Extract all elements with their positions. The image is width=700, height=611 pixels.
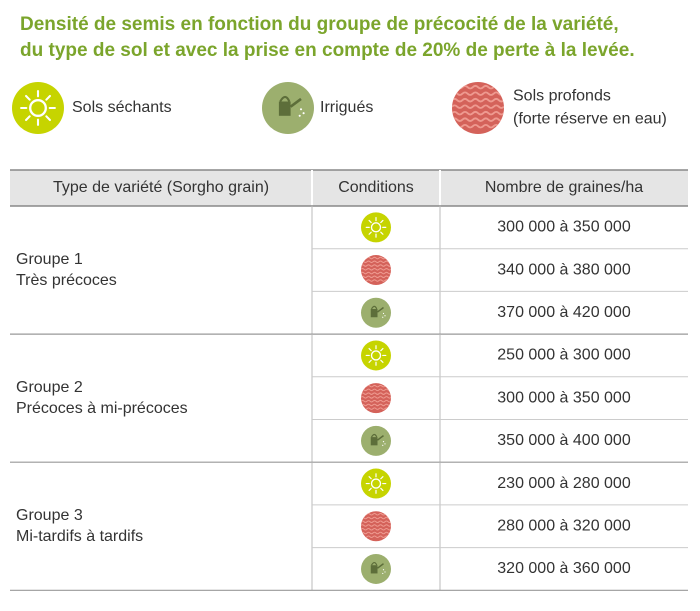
seed-count: 340 000 à 380 000: [497, 261, 631, 278]
header-bg: [10, 170, 688, 206]
seed-count: 350 000 à 400 000: [497, 432, 631, 449]
header: Densité de semis en fonction du groupe d…: [20, 14, 635, 61]
seed-count: 280 000 à 320 000: [497, 517, 631, 534]
icon-waves: [361, 255, 391, 285]
seed-count: 370 000 à 420 000: [497, 304, 631, 321]
legend-label: Sols profonds: [513, 88, 611, 105]
table: Type de variété (Sorgho grain) Conditions…: [10, 169, 688, 590]
icon-waves: [452, 82, 504, 134]
icon-waves: [361, 383, 391, 413]
seed-count: 300 000 à 350 000: [497, 389, 631, 406]
icon-sun: [360, 211, 392, 244]
title-line: du type de sol et avec la prise en compt…: [20, 40, 635, 61]
group-name: Mi-tardifs à tardifs: [16, 528, 143, 545]
title-line: Densité de semis en fonction du groupe d…: [20, 14, 619, 35]
icon-sun: [360, 339, 392, 372]
column-header: Nombre de graines/ha: [485, 179, 643, 196]
legend-label: (forte réserve en eau): [513, 111, 667, 128]
icon-water: [361, 426, 391, 456]
legend-label: Sols séchants: [72, 99, 172, 116]
column-header: Type de variété (Sorgho grain): [53, 179, 269, 196]
legend-label: Irrigués: [320, 99, 373, 116]
seed-count: 300 000 à 350 000: [497, 219, 631, 236]
icon-sun: [360, 467, 392, 500]
icon-waves: [361, 511, 391, 541]
group-name: Groupe 2: [16, 379, 83, 396]
group-name: Précoces à mi-précoces: [16, 400, 188, 417]
group-name: Très précoces: [16, 272, 117, 289]
seed-count: 250 000 à 300 000: [497, 347, 631, 364]
icon-water: [262, 82, 314, 134]
group-name: Groupe 3: [16, 507, 83, 524]
seed-count: 320 000 à 360 000: [497, 560, 631, 577]
icon-water: [361, 298, 391, 328]
column-header: Conditions: [338, 179, 414, 196]
group-name: Groupe 1: [16, 251, 83, 268]
seed-count: 230 000 à 280 000: [497, 475, 631, 492]
icon-sun: [10, 80, 66, 136]
legend: Sols séchants Irrigués Sols profonds (forte…: [10, 80, 667, 136]
icon-water: [361, 554, 391, 584]
